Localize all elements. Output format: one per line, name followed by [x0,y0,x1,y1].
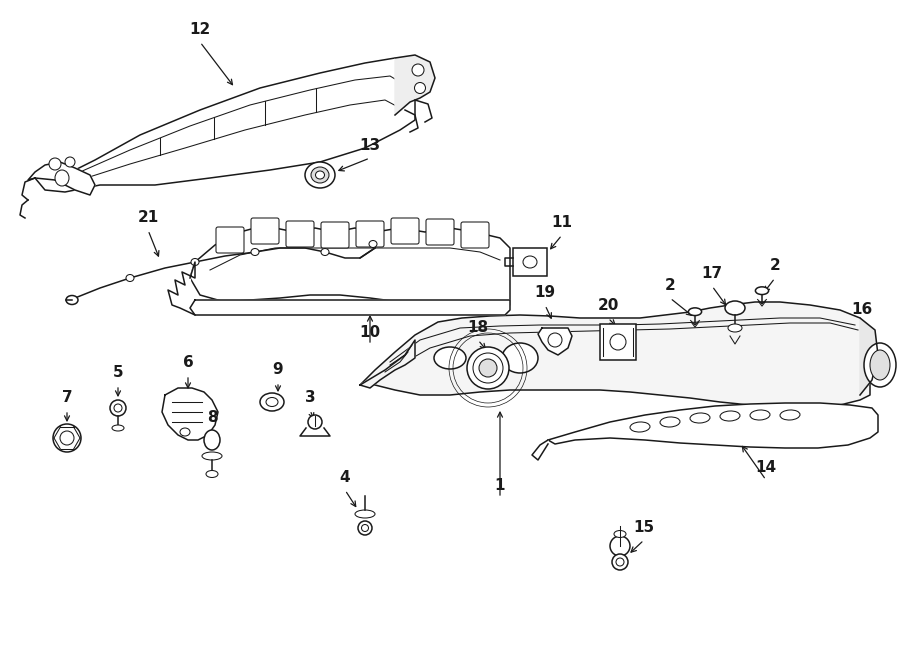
Text: 3: 3 [305,390,315,405]
Ellipse shape [780,410,800,420]
Ellipse shape [612,554,628,570]
Ellipse shape [616,558,624,566]
Text: 2: 2 [664,278,675,293]
Text: 4: 4 [339,470,350,485]
Text: 18: 18 [467,320,489,335]
Ellipse shape [358,521,372,535]
Text: 7: 7 [62,390,72,405]
Text: 21: 21 [138,210,158,225]
Ellipse shape [180,428,190,436]
Ellipse shape [755,287,769,295]
Ellipse shape [260,393,284,411]
Ellipse shape [630,422,650,432]
Ellipse shape [362,524,368,531]
Ellipse shape [114,404,122,412]
Polygon shape [190,300,510,315]
Ellipse shape [690,413,710,423]
Ellipse shape [191,258,199,266]
Ellipse shape [66,295,78,305]
Text: 12: 12 [189,22,211,37]
Ellipse shape [305,162,335,188]
Ellipse shape [473,353,503,383]
Text: 5: 5 [112,365,123,380]
Ellipse shape [720,411,740,421]
FancyBboxPatch shape [461,222,489,248]
Ellipse shape [112,425,124,431]
Ellipse shape [610,536,630,556]
Ellipse shape [660,417,680,427]
Ellipse shape [467,347,509,389]
FancyBboxPatch shape [321,222,349,248]
Ellipse shape [415,83,426,93]
Polygon shape [162,388,218,440]
Ellipse shape [308,415,322,429]
Ellipse shape [49,158,61,170]
Ellipse shape [110,400,126,416]
Polygon shape [548,403,878,448]
Ellipse shape [502,343,538,373]
Ellipse shape [355,510,375,518]
Ellipse shape [65,157,75,167]
Text: 20: 20 [598,298,618,313]
Ellipse shape [434,347,466,369]
FancyBboxPatch shape [391,218,419,244]
Ellipse shape [412,64,424,76]
Ellipse shape [55,170,69,186]
Ellipse shape [725,301,745,315]
FancyBboxPatch shape [216,227,244,253]
Text: 10: 10 [359,325,381,340]
Text: 1: 1 [495,478,505,493]
Ellipse shape [610,334,626,350]
Ellipse shape [204,430,220,450]
Text: 17: 17 [701,266,723,281]
Ellipse shape [202,452,222,460]
FancyBboxPatch shape [286,221,314,247]
Ellipse shape [316,171,325,179]
Ellipse shape [864,343,896,387]
Text: 2: 2 [770,258,780,273]
Polygon shape [538,328,572,355]
Text: 13: 13 [359,138,381,153]
Text: 9: 9 [273,362,284,377]
Ellipse shape [750,410,770,420]
FancyBboxPatch shape [251,218,279,244]
Polygon shape [168,262,195,315]
Text: 15: 15 [634,520,654,535]
Polygon shape [360,340,415,388]
Ellipse shape [728,324,742,332]
Ellipse shape [688,308,702,315]
Ellipse shape [870,350,890,380]
Polygon shape [190,228,510,308]
Polygon shape [532,440,548,460]
FancyBboxPatch shape [600,324,636,360]
Polygon shape [28,162,95,195]
Ellipse shape [266,397,278,407]
Ellipse shape [523,256,537,268]
Ellipse shape [369,241,377,247]
Ellipse shape [321,249,329,256]
Text: 14: 14 [755,460,777,475]
Ellipse shape [479,359,497,377]
Ellipse shape [311,167,329,183]
Ellipse shape [60,431,74,445]
FancyBboxPatch shape [426,219,454,245]
Text: 16: 16 [851,302,873,317]
Polygon shape [35,58,415,192]
Ellipse shape [548,333,562,347]
Ellipse shape [53,424,81,452]
Text: 6: 6 [183,355,194,370]
Ellipse shape [614,531,626,537]
FancyBboxPatch shape [513,248,547,276]
Text: 11: 11 [552,215,572,230]
Ellipse shape [206,471,218,477]
Polygon shape [360,302,870,408]
Polygon shape [860,318,878,395]
Text: 8: 8 [207,410,217,425]
FancyBboxPatch shape [356,221,384,247]
Text: 19: 19 [535,285,555,300]
Ellipse shape [126,274,134,282]
Polygon shape [395,55,435,115]
Ellipse shape [251,249,259,256]
